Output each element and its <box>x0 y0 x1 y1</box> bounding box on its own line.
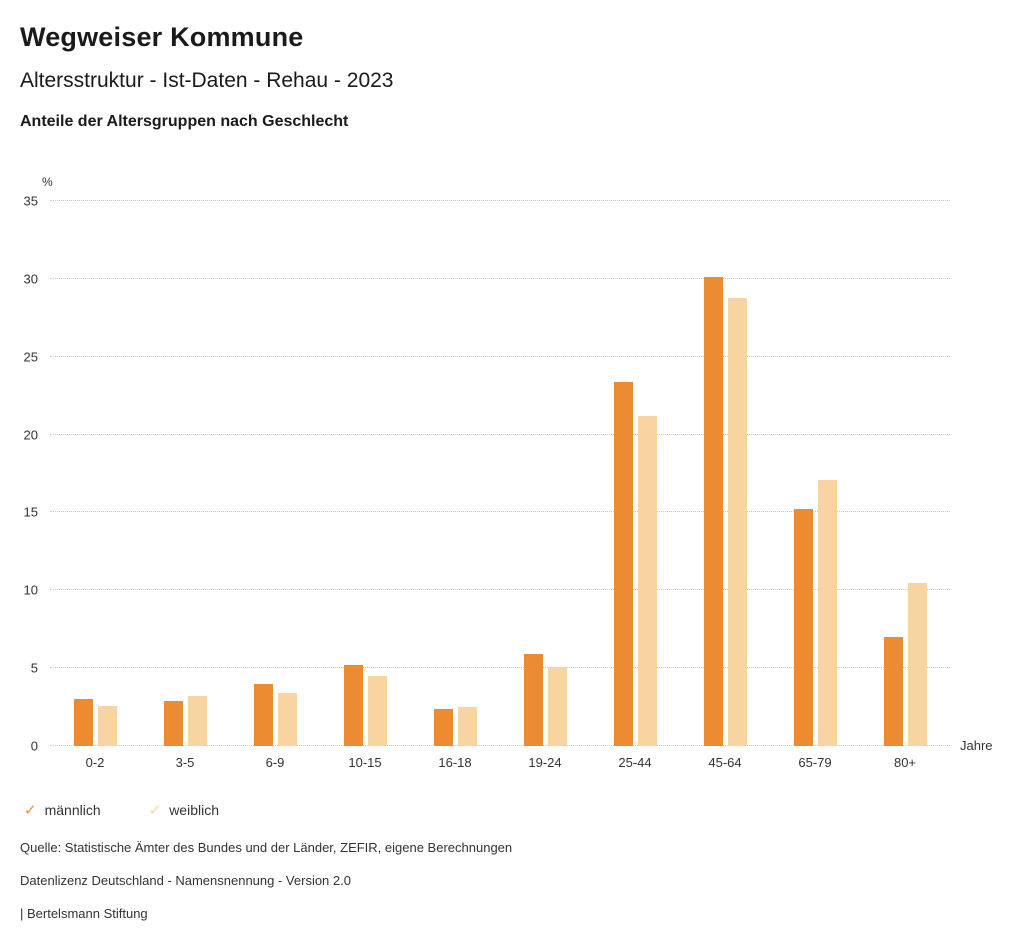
bar-männlich-6-9[interactable] <box>253 683 273 746</box>
bar-group-19-24: 19-24 <box>523 201 567 770</box>
bar-weiblich-3-5[interactable] <box>187 696 207 746</box>
bar-männlich-16-18[interactable] <box>433 708 453 746</box>
bar-männlich-3-5[interactable] <box>163 700 183 746</box>
checkmark-icon: ✓ <box>148 801 162 819</box>
bar-männlich-0-2[interactable] <box>73 699 93 746</box>
x-tick-label: 45-64 <box>708 755 742 770</box>
gridline: 15 <box>24 505 950 520</box>
bar-groups: 0-2 3-5 6-9 10-15 16-18 19-24 25-44 45-64 65-79 8… <box>50 201 950 770</box>
x-axis-label: Jahre <box>960 738 993 753</box>
gridline: 0 <box>31 739 950 754</box>
x-tick-label: 16-18 <box>438 755 472 770</box>
gridline: 5 <box>31 661 950 676</box>
bar-group-6-9: 6-9 <box>253 201 297 770</box>
y-tick-label: 10 <box>23 582 38 598</box>
bar-männlich-45-64[interactable] <box>703 277 723 746</box>
bar-männlich-65-79[interactable] <box>793 509 813 746</box>
y-tick-label: 35 <box>23 193 38 209</box>
x-tick-label: 25-44 <box>618 755 652 770</box>
bar-weiblich-65-79[interactable] <box>817 479 837 746</box>
chart-area: % Jahre 0 5 10 15 20 25 30 35 0-2 3-5 6-9 10-15 16-1… <box>20 175 1004 771</box>
x-tick-label: 3-5 <box>175 755 195 770</box>
bar-weiblich-10-15[interactable] <box>367 675 387 746</box>
legend-label: männlich <box>44 802 101 818</box>
x-tick-label: 80+ <box>893 755 917 770</box>
bar-weiblich-45-64[interactable] <box>727 297 747 746</box>
bar-weiblich-16-18[interactable] <box>457 707 477 746</box>
bar-group-65-79: 65-79 <box>793 201 837 770</box>
bar-weiblich-0-2[interactable] <box>97 705 117 746</box>
legend: ✓ männlich ✓ weiblich <box>24 802 1004 818</box>
footer-line: | Bertelsmann Stiftung <box>20 906 148 921</box>
legend-item-männlich[interactable]: ✓ männlich <box>24 802 101 818</box>
page-title: Wegweiser Kommune <box>20 22 304 52</box>
gridline: 35 <box>24 194 950 209</box>
chart-heading: Anteile der Altersgruppen nach Geschlech… <box>20 113 349 130</box>
bar-männlich-10-15[interactable] <box>343 665 363 746</box>
y-axis-unit-label: % <box>42 175 53 189</box>
legend-item-weiblich[interactable]: ✓ weiblich <box>149 802 219 818</box>
gridline: 20 <box>24 427 950 442</box>
bar-group-0-2: 0-2 <box>73 201 117 770</box>
page-subtitle: Altersstruktur - Ist-Daten - Rehau - 202… <box>20 69 394 92</box>
bar-männlich-25-44[interactable] <box>613 381 633 746</box>
footer-line: Datenlizenz Deutschland - Namensnennung … <box>20 873 351 888</box>
x-tick-label: 10-15 <box>348 755 382 770</box>
x-tick-label: 0-2 <box>85 755 105 770</box>
y-tick-label: 25 <box>23 349 38 365</box>
legend-label: weiblich <box>169 802 219 818</box>
bar-group-80+: 80+ <box>883 201 927 770</box>
x-tick-label: 6-9 <box>265 755 285 770</box>
gridline: 30 <box>24 271 950 286</box>
bar-group-3-5: 3-5 <box>163 201 207 770</box>
gridline: 10 <box>24 583 950 598</box>
bar-weiblich-80+[interactable] <box>907 582 927 746</box>
y-tick-label: 20 <box>23 427 38 443</box>
x-tick-label: 19-24 <box>528 755 562 770</box>
y-tick-label: 5 <box>30 660 38 676</box>
gridline: 25 <box>24 349 950 364</box>
y-tick-label: 0 <box>30 738 38 754</box>
bar-männlich-80+[interactable] <box>883 637 903 746</box>
bar-weiblich-25-44[interactable] <box>637 415 657 746</box>
bar-group-16-18: 16-18 <box>433 201 477 770</box>
bar-group-45-64: 45-64 <box>703 201 747 770</box>
plot-area: Jahre 0 5 10 15 20 25 30 35 0-2 3-5 6-9 10-15 16-18 1… <box>24 194 993 771</box>
x-tick-label: 65-79 <box>798 755 832 770</box>
bar-weiblich-6-9[interactable] <box>277 693 297 746</box>
bar-group-25-44: 25-44 <box>613 201 657 770</box>
y-tick-label: 15 <box>23 504 38 520</box>
footer: Quelle: Statistische Ämter des Bundes un… <box>20 840 1004 921</box>
footer-line: Quelle: Statistische Ämter des Bundes un… <box>20 840 513 855</box>
bar-group-10-15: 10-15 <box>343 201 387 770</box>
bar-weiblich-19-24[interactable] <box>547 666 567 746</box>
bar-männlich-19-24[interactable] <box>523 654 543 746</box>
y-tick-label: 30 <box>23 271 38 287</box>
checkmark-icon: ✓ <box>24 801 37 819</box>
page: Wegweiser Kommune Altersstruktur - Ist-D… <box>20 22 1004 921</box>
